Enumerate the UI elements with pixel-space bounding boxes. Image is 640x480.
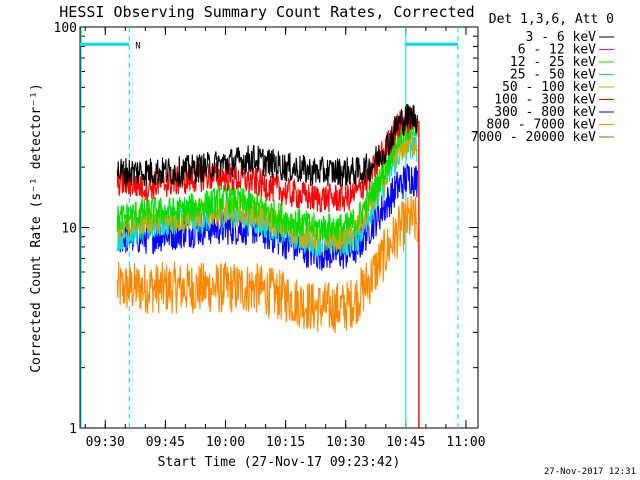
- y-tick-label: 10: [61, 222, 77, 237]
- series-line: [116, 104, 418, 187]
- x-axis-label: Start Time (27-Nov-17 09:23:42): [158, 455, 401, 470]
- timestamp: 27-Nov-2017 12:31: [544, 467, 636, 477]
- x-tick-label: 10:30: [326, 435, 365, 450]
- chart-title: HESSI Observing Summary Count Rates, Cor…: [59, 3, 474, 21]
- legend-label: 800 - 7000 keV: [486, 118, 596, 133]
- legend-label: 300 - 800 keV: [494, 105, 596, 120]
- x-tick-label: 09:45: [146, 435, 185, 450]
- x-tick-label: 09:30: [86, 435, 125, 450]
- series-line: [116, 114, 418, 243]
- legend-label: 25 - 50 keV: [510, 68, 596, 83]
- series-line: [116, 127, 418, 252]
- legend-label: 6 - 12 keV: [518, 43, 596, 58]
- series-line: [116, 196, 418, 334]
- x-tick-label: 10:45: [386, 435, 425, 450]
- x-tick-label: 10:00: [206, 435, 245, 450]
- legend-label: 100 - 300 keV: [494, 93, 596, 108]
- night-flag-label: N: [135, 41, 140, 51]
- legend-label: 12 - 25 keV: [510, 55, 596, 70]
- series-lines: [116, 104, 420, 428]
- axis-ticks: 09:30 09:45 10:00 10:15 10:30 10:45 11:00 1 10 10…: [54, 21, 486, 450]
- legend-label: 50 - 100 keV: [502, 80, 596, 95]
- legend-label: 7000 - 20000 keV: [471, 130, 596, 145]
- x-tick-label: 11:00: [446, 435, 485, 450]
- y-tick-label: 1: [69, 422, 77, 437]
- legend-label: 3 - 6 keV: [526, 30, 597, 45]
- y-axis-label: Corrected Count Rate (s⁻¹ detector⁻¹): [29, 83, 44, 373]
- x-tick-label: 10:15: [266, 435, 305, 450]
- y-tick-label: 100: [54, 21, 77, 36]
- legend-title: Det 1,3,6, Att 0: [489, 12, 614, 27]
